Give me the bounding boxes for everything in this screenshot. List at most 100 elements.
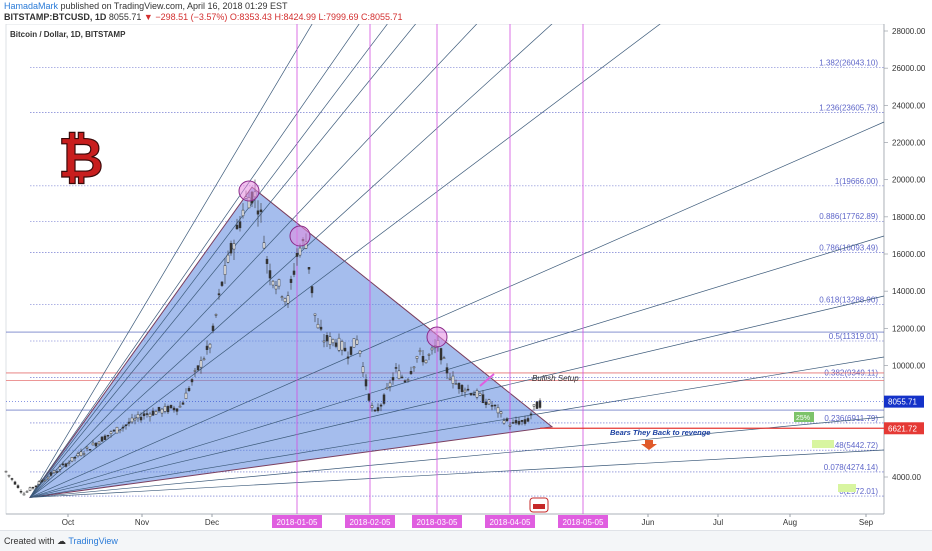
candle — [25, 491, 29, 493]
fan-ray — [29, 356, 885, 498]
x-tick-label: Oct — [62, 518, 75, 527]
candle — [232, 243, 236, 250]
date-label-bg — [272, 515, 322, 528]
candle — [61, 463, 65, 466]
candle — [88, 449, 92, 451]
candle — [178, 405, 182, 408]
y-tick-label: 16000.00 — [892, 250, 926, 259]
candle — [280, 296, 284, 298]
y-tick-label: 18000.00 — [892, 213, 926, 222]
candle — [262, 242, 266, 249]
candle — [442, 357, 446, 359]
candle — [328, 336, 332, 345]
candle — [124, 424, 128, 427]
candle — [115, 426, 119, 434]
candle — [82, 453, 86, 455]
candle — [49, 472, 53, 476]
peak-circle-marker — [289, 225, 311, 247]
candle — [223, 265, 227, 275]
y-tick-label: 4000.00 — [892, 473, 921, 482]
candle — [418, 350, 422, 353]
candle — [199, 360, 203, 368]
date-label: 2018-02-05 — [350, 518, 391, 527]
candle — [460, 384, 464, 393]
candle — [133, 418, 137, 421]
x-tick-label: Jul — [713, 518, 723, 527]
candle — [376, 407, 380, 411]
price-chart[interactable]: Bitcoin / Dollar, 1D, BITSTAMP 28000.00 26… — [0, 24, 932, 530]
candle — [475, 390, 479, 398]
candle — [427, 354, 431, 356]
fan-ray — [29, 24, 478, 498]
y-tick-label: 26000.00 — [892, 64, 926, 73]
candle — [118, 429, 122, 432]
y-tick-label: 22000.00 — [892, 139, 926, 148]
candle — [268, 270, 272, 279]
candle — [238, 221, 242, 229]
candle — [235, 224, 239, 230]
candle — [412, 366, 416, 369]
peak-circle-marker — [238, 180, 260, 202]
peak-circle-marker — [426, 326, 448, 348]
percent-badge — [794, 412, 814, 422]
candle — [391, 377, 395, 381]
candle — [514, 420, 518, 424]
fib-level-label: 0.886(17762.89) — [819, 212, 878, 221]
fib-level-label: 0.078(4274.14) — [824, 463, 879, 472]
candle — [463, 389, 467, 393]
x-tick-label: Dec — [205, 518, 219, 527]
candle — [91, 442, 95, 446]
candle — [403, 380, 407, 383]
candle — [517, 420, 521, 425]
candle — [292, 270, 296, 275]
candle — [196, 365, 200, 371]
red-level-tag — [884, 422, 924, 435]
last-price-tag — [884, 395, 924, 408]
candle — [22, 493, 26, 496]
candle — [445, 367, 449, 374]
candle — [523, 419, 527, 424]
candle — [31, 486, 35, 489]
candle — [7, 474, 11, 477]
candle — [109, 431, 113, 434]
y-axis-panel — [884, 24, 932, 530]
date-label: 2018-01-05 — [277, 518, 318, 527]
candle — [346, 356, 350, 359]
fib-level-label: 1(19666.00) — [835, 177, 878, 186]
candle — [385, 387, 389, 390]
candle — [457, 382, 461, 390]
candle — [490, 405, 494, 407]
fan-ray — [29, 24, 360, 498]
candle — [151, 410, 155, 416]
candle — [274, 285, 278, 290]
fan-ray — [29, 416, 885, 498]
candle — [97, 441, 101, 445]
candle — [229, 243, 233, 254]
fib-level-label: 0(2972.01) — [839, 487, 878, 496]
candle — [319, 326, 323, 330]
bullish-arrow-icon — [479, 373, 495, 387]
symbol-label: BITSTAMP:BTCUSD, 1D — [4, 12, 107, 22]
candle — [421, 356, 425, 363]
date-label-bg — [485, 515, 535, 528]
candle — [364, 379, 368, 387]
candle — [127, 421, 131, 424]
candle — [220, 281, 224, 286]
fan-ray — [29, 235, 885, 498]
candle — [64, 463, 68, 467]
tradingview-link[interactable]: TradingView — [68, 536, 118, 546]
candle — [169, 404, 173, 409]
footer-bar: Created with ☁ TradingView — [0, 530, 932, 551]
candle — [367, 393, 371, 401]
candle — [52, 470, 56, 474]
candle — [298, 247, 302, 256]
author-link[interactable]: HamadaMark — [4, 1, 59, 11]
candle — [535, 401, 539, 409]
candle — [352, 338, 356, 348]
red-level-label: 6621.72 — [888, 424, 917, 433]
candle — [283, 298, 287, 303]
fib-level-label: 1.382(26043.10) — [819, 58, 878, 67]
candle — [94, 442, 98, 447]
candle — [175, 408, 179, 412]
candle — [451, 375, 455, 384]
